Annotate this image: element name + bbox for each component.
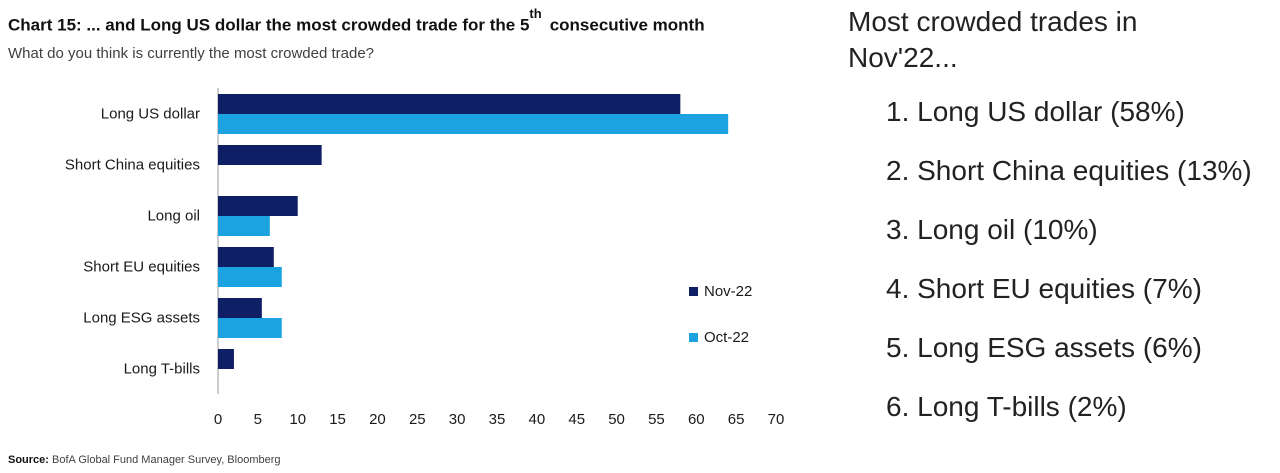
- x-tick-label: 45: [568, 411, 585, 428]
- trade-item: 3. Long oil (10%): [886, 214, 1098, 245]
- chart-title: Chart 15: ... and Long US dollar the mos…: [8, 6, 705, 36]
- x-tick-label: 65: [728, 411, 745, 428]
- bar-oct-22: [218, 318, 282, 338]
- x-tick-label: 50: [608, 411, 625, 428]
- chart-title-superscript: th: [529, 6, 542, 21]
- panel-heading-line1: Most crowded trades in: [848, 6, 1138, 37]
- bar-oct-22: [218, 114, 729, 134]
- category-label: Long oil: [147, 208, 200, 225]
- crowded-trades-panel: Most crowded trades in Nov'22... 1. Long…: [848, 4, 1278, 422]
- bar-nov-22: [218, 94, 681, 114]
- category-label: Long ESG assets: [83, 310, 200, 327]
- category-label: Long US dollar: [101, 106, 200, 123]
- category-label: Short China equities: [65, 157, 200, 174]
- x-tick-label: 60: [688, 411, 705, 428]
- category-label: Short EU equities: [83, 259, 200, 276]
- x-tick-label: 0: [214, 411, 222, 428]
- chart-title-suffix: consecutive month: [549, 15, 705, 35]
- legend-swatch-oct-22: [689, 333, 698, 342]
- source-note: Source: BofA Global Fund Manager Survey,…: [8, 454, 281, 466]
- chart-title-main: Chart 15: ... and Long US dollar the mos…: [8, 15, 530, 35]
- x-tick-label: 10: [289, 411, 306, 428]
- trade-item: 4. Short EU equities (7%): [886, 273, 1202, 304]
- x-tick-label: 70: [768, 411, 785, 428]
- bar-nov-22: [218, 196, 298, 216]
- trade-item: 5. Long ESG assets (6%): [886, 332, 1202, 363]
- crowded-trades-list: 1. Long US dollar (58%) 2. Short China e…: [886, 92, 1252, 446]
- chart-subtitle: What do you think is currently the most …: [8, 45, 375, 62]
- bar-oct-22: [218, 267, 282, 287]
- bar-nov-22: [218, 349, 234, 369]
- bar-chart: Long US dollar Short China equities Long o…: [65, 88, 785, 428]
- x-tick-label: 25: [409, 411, 426, 428]
- panel-heading: Most crowded trades in Nov'22...: [848, 4, 1278, 76]
- x-tick-label: 20: [369, 411, 386, 428]
- trade-item: 2. Short China equities (13%): [886, 155, 1252, 186]
- legend-swatch-nov-22: [689, 287, 698, 296]
- category-label: Long T-bills: [124, 361, 200, 378]
- x-tick-label: 15: [329, 411, 346, 428]
- source-label: Source:: [8, 454, 49, 466]
- source-text: BofA Global Fund Manager Survey, Bloombe…: [52, 454, 281, 466]
- x-tick-label: 40: [529, 411, 546, 428]
- legend-label-nov-22: Nov-22: [704, 283, 752, 300]
- bar-nov-22: [218, 247, 274, 267]
- x-tick-label: 55: [648, 411, 665, 428]
- legend-label-oct-22: Oct-22: [704, 329, 749, 346]
- x-tick-label: 30: [449, 411, 466, 428]
- trade-item: 1. Long US dollar (58%): [886, 96, 1185, 127]
- x-tick-label: 5: [254, 411, 262, 428]
- x-tick-label: 35: [489, 411, 506, 428]
- bar-oct-22: [218, 216, 270, 236]
- bar-nov-22: [218, 145, 322, 165]
- panel-heading-line2: Nov'22...: [848, 42, 958, 73]
- bar-nov-22: [218, 298, 262, 318]
- trade-item: 6. Long T-bills (2%): [886, 391, 1127, 422]
